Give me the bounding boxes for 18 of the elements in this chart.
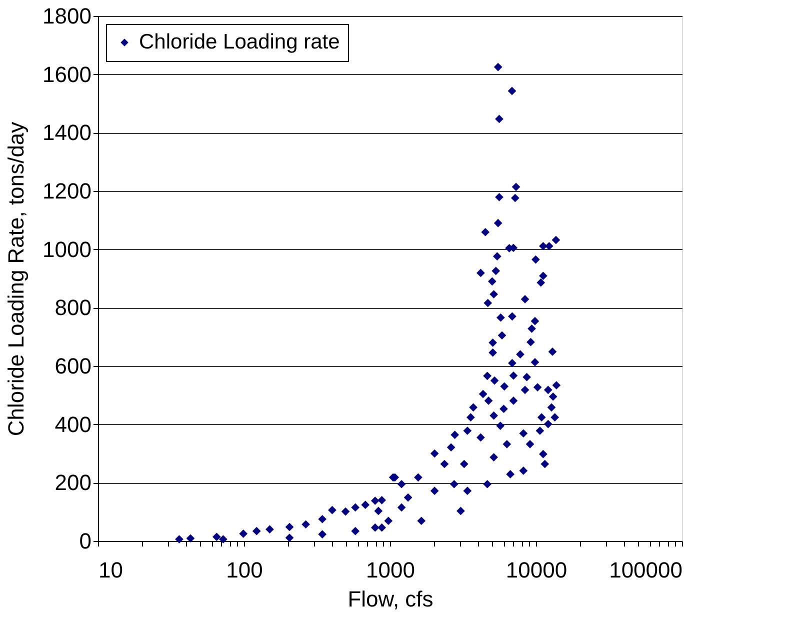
x-axis-title: Flow, cfs [348,586,434,612]
y-tick-label: 1800 [42,4,92,28]
y-tick-label: 800 [54,295,92,320]
x-tick-label: 10 [98,558,123,582]
x-tick-label: 10000 [506,558,568,582]
y-tick-label: 200 [54,470,92,496]
y-tick-label: 1200 [42,178,92,204]
x-tick-label: 100 [226,558,263,582]
x-tick-label: 1000 [366,558,415,582]
y-tick-label: 600 [54,354,92,378]
y-axis-title: Chloride Loading Rate, tons/day [4,122,29,436]
y-tick-label: 1600 [42,62,92,87]
y-tick-label: 1400 [42,120,92,146]
legend-label: Chloride Loading rate [139,30,340,54]
x-tick-label: 100000 [609,558,682,582]
y-tick-label: 0 [79,528,92,554]
y-tick-label: 400 [54,412,92,437]
y-tick-label: 1000 [42,236,92,262]
